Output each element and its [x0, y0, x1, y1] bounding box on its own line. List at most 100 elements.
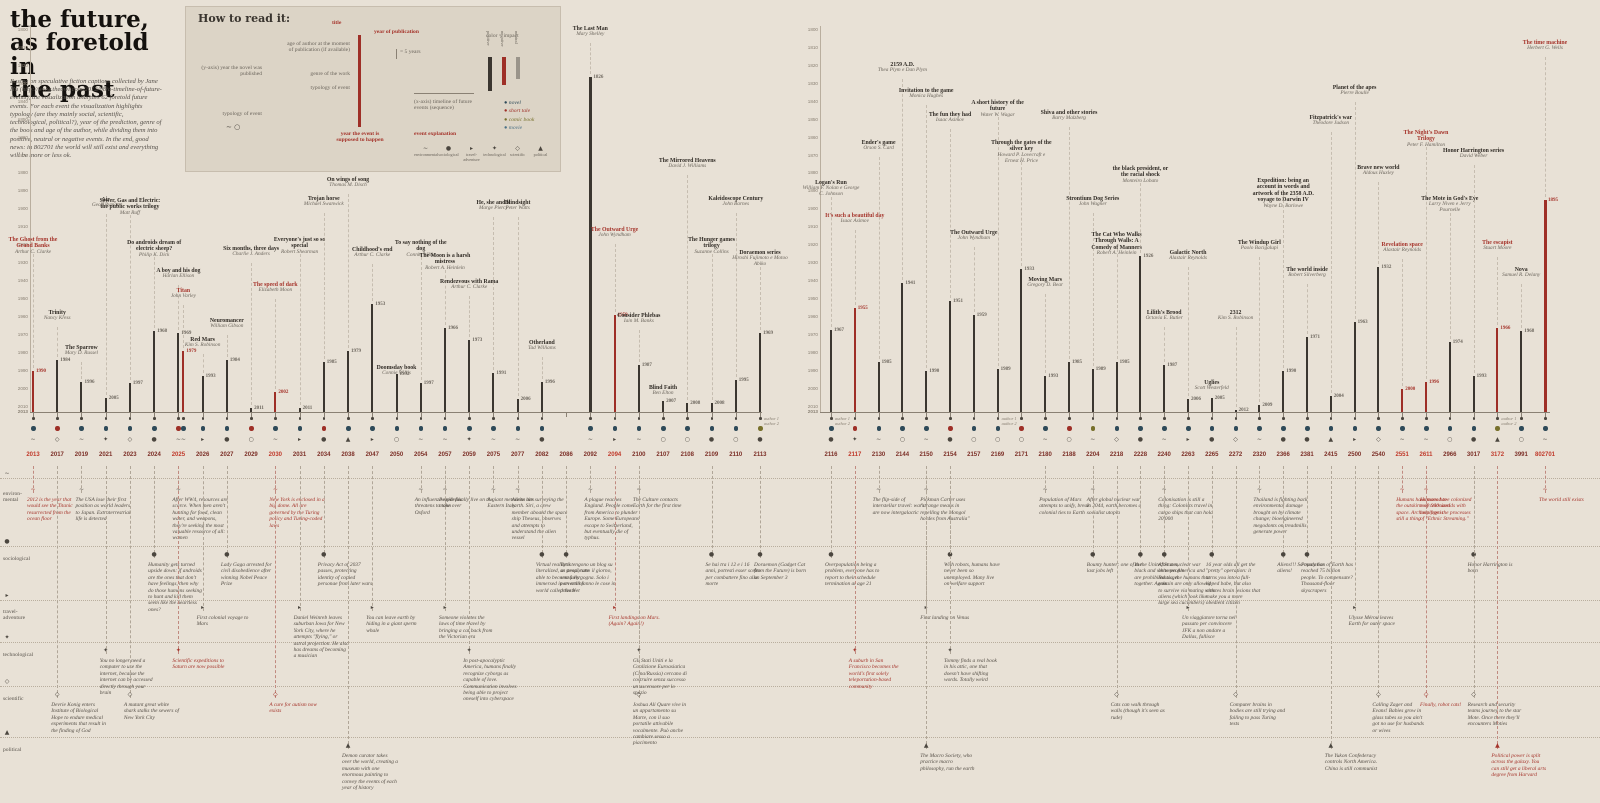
author-dot	[662, 417, 665, 420]
event-typology-icon: ▸	[201, 604, 205, 611]
x-tick-label: 2228	[1133, 452, 1148, 458]
x-tick-label: 2026	[195, 452, 210, 458]
book-author: Iain M. Banks	[623, 318, 654, 325]
typology-icon: ∼	[30, 436, 36, 443]
x-tick-label: 2021	[99, 452, 113, 458]
genre-dot	[1519, 426, 1524, 431]
x-tick-mark	[226, 413, 228, 417]
y-tick-label: 1900	[807, 206, 818, 212]
book-title: Strontium Dog Series	[1066, 196, 1120, 202]
event-typology-icon: ◇	[54, 691, 60, 698]
typology-icon: ●	[539, 436, 545, 443]
genre-dot	[900, 426, 905, 431]
book-label: The world inside Robert Silverberg	[1276, 267, 1338, 279]
book-pub-year: 1987	[1167, 363, 1178, 369]
event-text: The world still exists	[1539, 497, 1584, 503]
x-tick-mark	[1283, 413, 1285, 417]
book-title: Revelation space	[1381, 242, 1423, 248]
book-title: Shiva and other stories	[1040, 110, 1098, 116]
book-pub-year: 1992	[399, 372, 410, 378]
event-connector-line	[614, 466, 616, 611]
diamond-icon: ◇	[515, 145, 520, 152]
event-connector-line	[154, 466, 156, 558]
category-rule	[0, 737, 1600, 738]
book-author: William Gibson	[210, 323, 244, 330]
book-author: Ben Elton	[652, 390, 674, 397]
book-author: Octavia E. Butler	[1145, 315, 1183, 322]
x-tick-label: 2038	[341, 452, 355, 458]
event-text: An influenza epidemic threatens to take …	[414, 497, 463, 516]
event-text: Ulysse Mérou leaves Earth for outer spac…	[1348, 615, 1395, 628]
genre-dot	[1186, 426, 1191, 431]
book-pub-year: 1997	[132, 381, 143, 387]
event-text: In post-apocalyptic America, humans fina…	[463, 658, 517, 703]
genre-dot	[971, 426, 977, 431]
book-bar	[949, 300, 951, 412]
author-dot	[371, 417, 374, 420]
label-leader-line	[1188, 267, 1189, 397]
x-tick-mark	[517, 413, 519, 417]
x-tick-label: 2050	[389, 452, 404, 458]
genre-dot	[31, 426, 36, 431]
x-tick-mark	[973, 413, 975, 417]
page-title: the future, as foretold in the past	[10, 6, 149, 104]
book-title: The Ghost from the Grand Banks	[8, 237, 58, 250]
book-title: Everyone's just so so special	[273, 237, 326, 250]
legend-typology-label: political	[533, 152, 548, 157]
label-leader-line	[178, 285, 180, 331]
genre-dot	[346, 426, 351, 431]
book-bar	[540, 381, 543, 412]
label-leader-line	[831, 197, 832, 327]
wave-icon: ∼	[4, 470, 10, 477]
label-leader-line	[202, 354, 204, 374]
book-label: Everyone's just so so special Robert Shea…	[269, 237, 331, 256]
event-typology-icon: ●	[539, 551, 545, 558]
genre-dot	[1400, 426, 1405, 431]
book-label: Doraemon series Hiroshi Fujimoto e Motoo …	[729, 250, 791, 268]
event-text: A suburb in San Francisco becomes the wo…	[848, 658, 899, 690]
x-tick-label: 2540	[1371, 452, 1386, 458]
book-title: Ender's game	[861, 140, 896, 146]
book-author: David J. Williams	[668, 163, 707, 170]
book-title: The world inside	[1286, 267, 1328, 273]
book-pub-year: 1993	[205, 374, 216, 380]
category-label-travel-adventure: travel- adventure	[3, 609, 26, 622]
book-author: Michael Swanwick	[303, 201, 344, 208]
event-typology-icon: ●	[321, 551, 327, 558]
book-pub-year: 1987	[641, 363, 652, 369]
legend-typology-label: typology of event	[222, 111, 262, 117]
category-label-environmental: environ- mental	[3, 491, 22, 504]
label-leader-line	[1426, 147, 1427, 379]
x-tick-label: 2381	[1300, 452, 1314, 458]
event-typology-icon: ∼	[78, 486, 84, 493]
book-bar	[322, 361, 325, 412]
book-label: The Outward Urge John Wyndham	[584, 227, 646, 239]
legend-impact-swatches: positive negative neutral	[486, 31, 548, 95]
author-dot	[710, 417, 714, 420]
impact-swatch-negative	[502, 57, 506, 85]
book-title: Doraemon series	[739, 250, 781, 256]
author-dot	[419, 417, 423, 420]
y-tick-label: 1980	[17, 349, 28, 355]
axis-note: author 1 author 2	[1001, 416, 1017, 427]
y-axis-line	[30, 26, 31, 412]
event-text: First landing on Venus	[920, 615, 970, 621]
genre-dot	[1067, 426, 1072, 431]
typology-icon: ∼	[1256, 436, 1262, 443]
author-dot	[153, 417, 156, 420]
book-title: The Mote in God's Eye	[1421, 196, 1479, 202]
event-text: Tutti tengono un blog su se stessi, tutt…	[560, 562, 616, 594]
event-connector-line	[878, 466, 880, 493]
label-leader-line	[105, 214, 107, 395]
event-connector-line	[926, 466, 928, 749]
x-tick-label: 2013	[26, 452, 40, 458]
typology-icon: ●	[1280, 436, 1286, 443]
label-leader-line	[902, 79, 904, 280]
category-rule	[0, 642, 1600, 643]
event-text: Research and security teams journey to t…	[1467, 702, 1522, 728]
event-text: Tommy finds a real book in his attic, on…	[944, 658, 997, 684]
x-tick-label: 2029	[244, 452, 258, 458]
y-tick-label: 2000	[17, 385, 28, 391]
typology-icon: ◇	[1114, 436, 1119, 443]
genre-dot	[876, 426, 882, 431]
